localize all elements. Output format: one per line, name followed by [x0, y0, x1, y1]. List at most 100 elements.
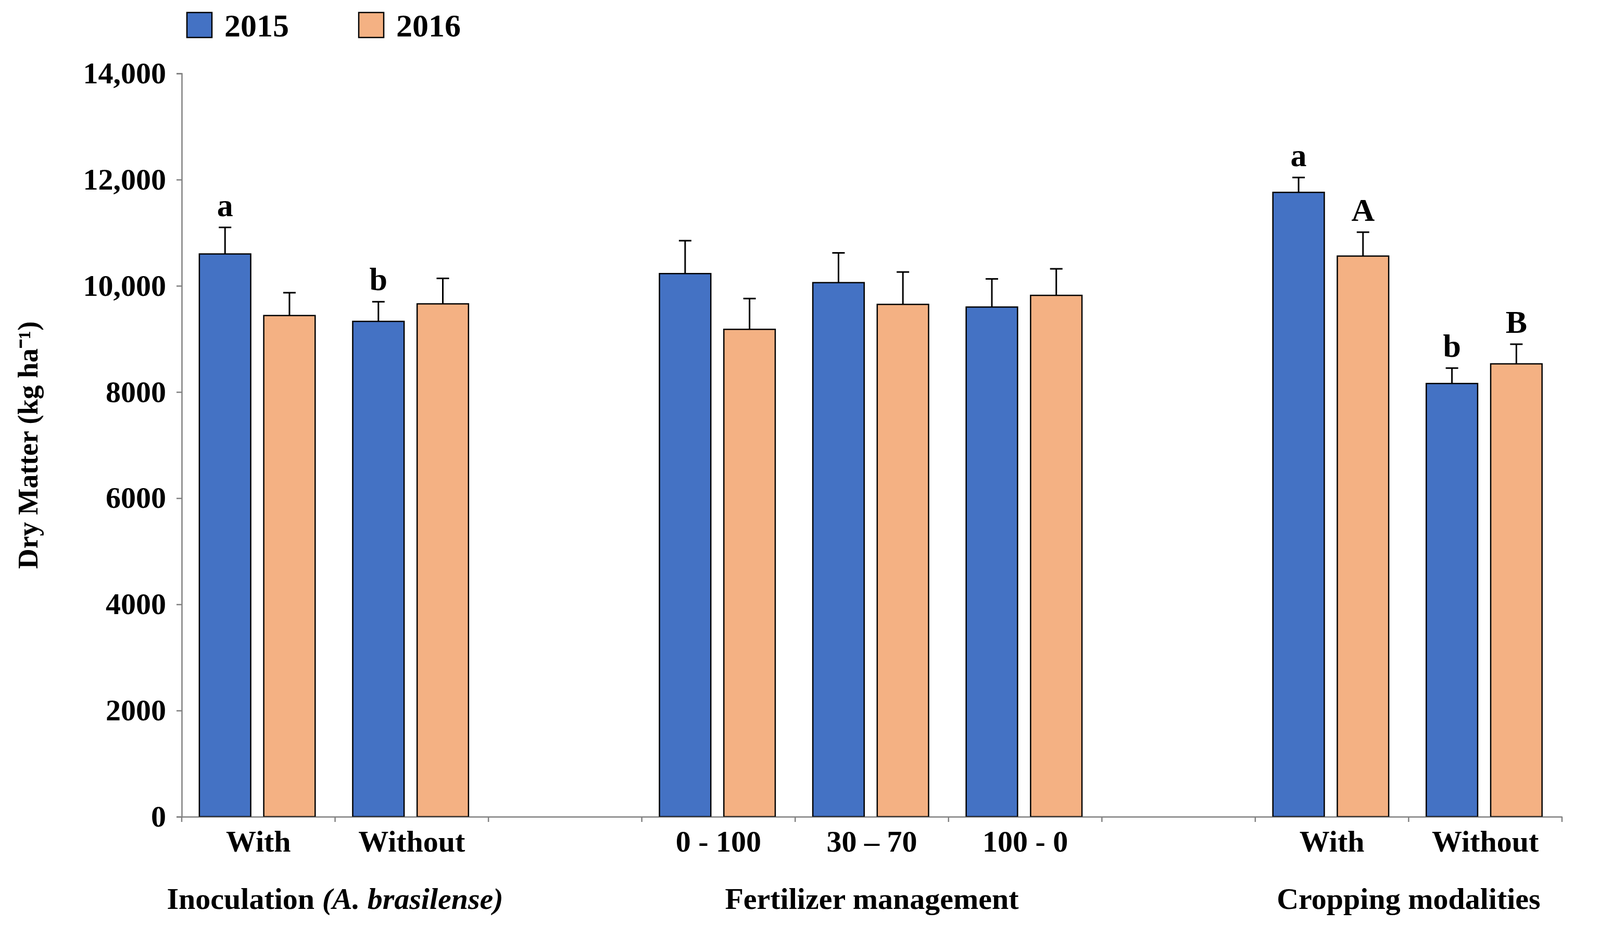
significance-letter: b — [1442, 328, 1461, 364]
x-tick-label: With — [225, 824, 292, 859]
x-tick: With — [225, 816, 292, 859]
x-tick-label: Without — [1431, 824, 1540, 859]
error-bar — [896, 271, 910, 305]
y-tick: 4000 — [105, 586, 182, 621]
y-tick-label: 8000 — [105, 374, 167, 409]
error-bar — [283, 292, 296, 316]
y-tick-mark — [176, 603, 182, 606]
y-tick: 10,000 — [83, 268, 183, 303]
x-boundary-tick — [794, 816, 797, 822]
y-tick-label: 14,000 — [83, 56, 167, 91]
bar — [1030, 295, 1082, 817]
plot-area — [199, 177, 1543, 817]
error-line — [224, 227, 226, 255]
y-axis: 0 2000 4000 6000 8000 10,000 12,000 14,000 — [83, 56, 183, 834]
legend-swatch — [186, 12, 212, 38]
y-tick-label: 6000 — [105, 480, 167, 515]
significance-letter: a — [1290, 137, 1307, 173]
y-tick-mark — [176, 72, 182, 75]
y-tick-label: 2000 — [105, 693, 167, 727]
x-boundary-tick — [948, 816, 950, 822]
bar — [723, 329, 776, 817]
y-tick-label: 4000 — [105, 586, 167, 621]
legend-label: 2016 — [396, 7, 461, 44]
error-line — [377, 301, 380, 322]
y-tick-label: 0 — [150, 799, 167, 834]
x-boundary-tick — [334, 816, 336, 822]
x-boundary-tick — [1407, 816, 1410, 822]
x-tick-label: 100 - 0 — [982, 824, 1068, 859]
error-cap — [1292, 176, 1305, 179]
y-tick-mark — [176, 285, 182, 287]
bar — [1426, 383, 1478, 817]
bar — [263, 315, 316, 817]
x-tick-label: With — [1299, 824, 1365, 859]
y-tick: 2000 — [105, 693, 182, 727]
error-cap — [1356, 231, 1370, 233]
error-line — [748, 298, 751, 330]
bar — [1490, 363, 1543, 817]
error-line — [1055, 268, 1057, 296]
error-cap — [283, 291, 296, 294]
y-tick: 8000 — [105, 374, 182, 409]
x-boundary-tick — [1101, 816, 1103, 822]
bar — [812, 282, 865, 817]
y-tick-label: 12,000 — [83, 162, 167, 197]
x-tick: 0 - 100 — [675, 816, 762, 859]
error-line — [442, 278, 444, 304]
legend-label: 2015 — [224, 7, 289, 44]
x-tick: Without — [358, 816, 466, 859]
error-bar — [218, 227, 232, 255]
bar — [417, 303, 469, 817]
error-line — [1451, 368, 1453, 384]
significance-letter: A — [1351, 192, 1375, 228]
x-tick: 30 – 70 — [826, 816, 918, 859]
error-line — [902, 271, 904, 305]
error-bar — [985, 278, 999, 307]
error-bar — [436, 278, 449, 304]
x-boundary-tick — [640, 816, 643, 822]
error-cap — [372, 300, 385, 303]
error-bar — [1509, 344, 1523, 364]
significance-letter: B — [1505, 304, 1528, 340]
x-axis: With Without 0 - 100 30 – 70 100 - 0 With With… — [182, 816, 1563, 859]
error-line — [684, 240, 686, 274]
error-bar — [678, 240, 692, 274]
error-cap — [1050, 268, 1063, 270]
x-tick-label: 30 – 70 — [826, 824, 918, 859]
chart: 0200040006000800010,00012,00014,000WithW… — [0, 0, 1600, 936]
error-cap — [896, 271, 910, 273]
x-boundary-tick — [181, 816, 183, 822]
error-bar — [832, 253, 845, 283]
group-label: Inoculation (A. brasilense) — [166, 881, 503, 916]
x-tick-label: 0 - 100 — [675, 824, 762, 859]
y-tick-mark — [176, 179, 182, 181]
error-cap — [218, 226, 232, 229]
x-boundary-tick — [1561, 816, 1564, 822]
y-tick-label: 10,000 — [83, 268, 167, 303]
error-bar — [1356, 232, 1370, 257]
y-tick: 6000 — [105, 480, 182, 515]
legend: 2015 2016 — [186, 7, 461, 44]
x-boundary-tick — [487, 816, 490, 822]
y-axis-line — [176, 73, 183, 817]
error-bar — [743, 298, 757, 330]
x-boundary-ticks — [181, 816, 1562, 822]
error-cap — [832, 252, 845, 254]
group-label: Fertilizer management — [724, 881, 1019, 916]
y-tick: 12,000 — [83, 162, 183, 197]
error-line — [1298, 177, 1300, 193]
x-tick: With — [1299, 816, 1365, 859]
y-axis-title: Dry Matter (kg ha⁻¹) — [12, 321, 44, 570]
error-cap — [743, 297, 757, 300]
series-0 — [199, 177, 1478, 817]
y-tick-mark — [176, 497, 182, 500]
significance-letter: a — [217, 187, 234, 223]
bar — [199, 254, 251, 817]
error-line — [990, 278, 993, 307]
error-bar — [1050, 268, 1063, 296]
bar — [1337, 256, 1389, 817]
bar — [966, 306, 1018, 817]
bar — [877, 304, 929, 817]
significance-letters: ababAB — [217, 137, 1528, 364]
